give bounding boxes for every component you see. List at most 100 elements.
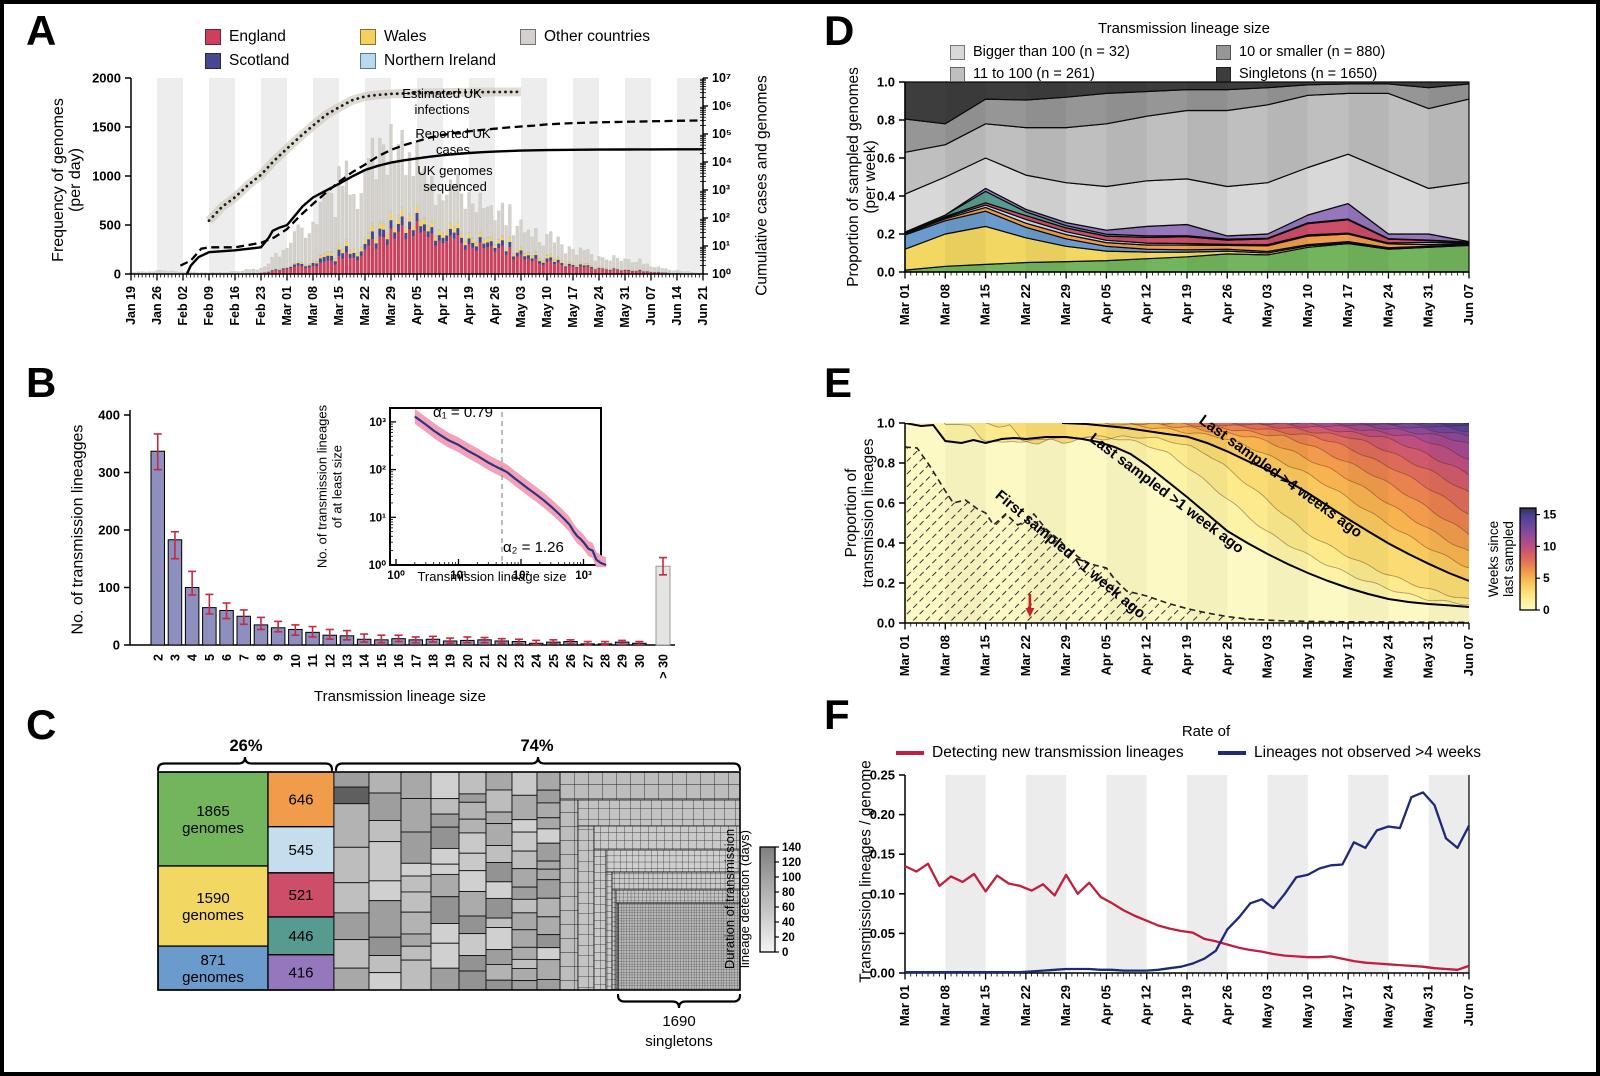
- svg-text:10³: 10³: [575, 570, 592, 582]
- svg-text:May 17: May 17: [1340, 635, 1355, 678]
- bigger-than-100-swatch: [950, 44, 965, 60]
- svg-text:Mar 08: Mar 08: [306, 286, 320, 326]
- svg-text:0.25: 0.25: [870, 768, 895, 783]
- panel-d-letter: D: [824, 7, 855, 54]
- svg-text:16: 16: [392, 654, 406, 668]
- svg-text:Apr 05: Apr 05: [1098, 635, 1113, 675]
- svg-text:Mar 15: Mar 15: [978, 635, 993, 676]
- svg-text:genomes: genomes: [182, 969, 244, 986]
- svg-text:10¹: 10¹: [712, 239, 730, 253]
- svg-text:Apr 26: Apr 26: [488, 286, 502, 325]
- svg-text:May 31: May 31: [1421, 284, 1436, 327]
- svg-text:May 17: May 17: [1340, 985, 1355, 1028]
- svg-text:0.0: 0.0: [877, 616, 895, 631]
- svg-text:Feb 16: Feb 16: [228, 286, 242, 326]
- svg-text:10³: 10³: [712, 183, 730, 197]
- svg-text:Apr 19: Apr 19: [1179, 985, 1194, 1025]
- svg-text:200: 200: [98, 523, 120, 538]
- svg-text:12: 12: [323, 654, 337, 668]
- svg-text:1500: 1500: [92, 120, 121, 135]
- svg-text:Mar 15: Mar 15: [978, 985, 993, 1026]
- 10-or-smaller-swatch: [1216, 44, 1231, 60]
- svg-text:0: 0: [113, 638, 120, 653]
- svg-text:Mar 29: Mar 29: [1058, 635, 1073, 676]
- svg-text:May 10: May 10: [540, 286, 554, 328]
- svg-text:10⁰: 10⁰: [712, 267, 732, 281]
- panel-b-letter: B: [26, 359, 57, 406]
- svg-text:10²: 10²: [513, 570, 530, 582]
- svg-text:Mar 15: Mar 15: [978, 284, 993, 325]
- svg-text:May 03: May 03: [514, 286, 528, 328]
- a-right-axis-label: Cumulative cases and genomes: [753, 75, 771, 296]
- svg-text:416: 416: [288, 964, 313, 981]
- svg-text:23: 23: [512, 654, 526, 668]
- a-annotation-reported-cases: Reported UK cases: [415, 126, 491, 157]
- svg-text:0.6: 0.6: [877, 151, 895, 166]
- svg-text:10⁶: 10⁶: [712, 99, 732, 113]
- svg-text:Mar 22: Mar 22: [1018, 635, 1033, 676]
- svg-text:0.05: 0.05: [870, 926, 895, 941]
- svg-text:0: 0: [1543, 603, 1550, 617]
- svg-text:Apr 19: Apr 19: [1179, 635, 1194, 675]
- svg-text:singletons: singletons: [645, 1033, 713, 1050]
- svg-text:Mar 01: Mar 01: [897, 635, 912, 676]
- svg-text:10²: 10²: [369, 465, 386, 477]
- svg-text:140: 140: [782, 842, 801, 854]
- svg-text:Apr 12: Apr 12: [1139, 284, 1154, 324]
- svg-text:0: 0: [114, 267, 121, 282]
- a-annotation-genomes-sequenced: UK genomes sequenced: [417, 163, 493, 194]
- svg-text:500: 500: [99, 218, 121, 233]
- b-inset-y-axis-label: No. of transmission lineages of at least …: [314, 404, 345, 569]
- svg-text:10⁰: 10⁰: [369, 559, 387, 572]
- svg-text:100: 100: [98, 580, 120, 595]
- panel-e-letter: E: [824, 359, 853, 406]
- england-swatch: [205, 29, 221, 45]
- panel-f-letter: F: [824, 691, 850, 738]
- svg-text:120: 120: [782, 857, 801, 869]
- svg-text:0.8: 0.8: [877, 113, 895, 128]
- svg-text:genomes: genomes: [182, 907, 244, 924]
- svg-text:1.0: 1.0: [877, 416, 895, 431]
- svg-text:6: 6: [220, 654, 234, 661]
- panel-c-treemap: 1865genomes1590genomes871genomes64654552…: [156, 737, 801, 1050]
- svg-text:0.2: 0.2: [877, 227, 895, 242]
- svg-text:26: 26: [564, 654, 578, 668]
- d-axes: 0.0 0.2 0.4 0.6 0.8 1.0 Mar 01 Mar 08 Mar 15 Mar …: [877, 75, 1476, 328]
- svg-text:May 31: May 31: [618, 286, 632, 328]
- d-legend-10-or-smaller: 10 or smaller (n = 880): [1216, 44, 1385, 60]
- f-y-axis-label: Transmission lineages / genome: [857, 760, 875, 983]
- svg-text:0.6: 0.6: [877, 496, 895, 511]
- svg-text:300: 300: [98, 465, 120, 480]
- svg-text:18: 18: [426, 654, 440, 668]
- svg-text:100: 100: [782, 872, 801, 884]
- svg-text:Apr 05: Apr 05: [410, 286, 424, 325]
- svg-text:40: 40: [782, 917, 795, 929]
- a-legend-england: England: [205, 28, 286, 46]
- a-axes: 0 500 1000 1500 2000 Jan 19 Jan 26 Feb 02 Feb 09…: [92, 71, 732, 328]
- svg-text:10³: 10³: [369, 417, 386, 429]
- svg-text:15: 15: [1543, 508, 1557, 522]
- svg-text:0: 0: [782, 947, 788, 959]
- svg-text:Mar 01: Mar 01: [280, 286, 294, 326]
- svg-text:0.8: 0.8: [877, 456, 895, 471]
- svg-text:May 10: May 10: [1300, 635, 1315, 678]
- svg-text:Mar 08: Mar 08: [937, 635, 952, 676]
- panel-a-chart: 0 500 1000 1500 2000 Jan 19 Jan 26 Feb 02 Feb 09…: [92, 71, 732, 328]
- svg-text:0.15: 0.15: [870, 847, 895, 862]
- svg-text:genomes: genomes: [182, 820, 244, 837]
- svg-text:10⁴: 10⁴: [712, 155, 732, 169]
- svg-text:20: 20: [461, 654, 475, 668]
- svg-text:20: 20: [782, 932, 795, 944]
- f-legend-detecting-new: Detecting new transmission lineages: [896, 744, 1184, 762]
- svg-text:Apr 12: Apr 12: [436, 286, 450, 325]
- e-colorbar-label: Weeks since last sampled: [1486, 520, 1516, 598]
- scotland-swatch: [205, 53, 221, 69]
- svg-text:2000: 2000: [92, 71, 121, 86]
- svg-text:Feb 02: Feb 02: [176, 286, 190, 326]
- b-lineage-size-bars: [150, 433, 671, 646]
- svg-text:Jun 07: Jun 07: [1461, 635, 1476, 676]
- svg-text:May 03: May 03: [1260, 985, 1275, 1028]
